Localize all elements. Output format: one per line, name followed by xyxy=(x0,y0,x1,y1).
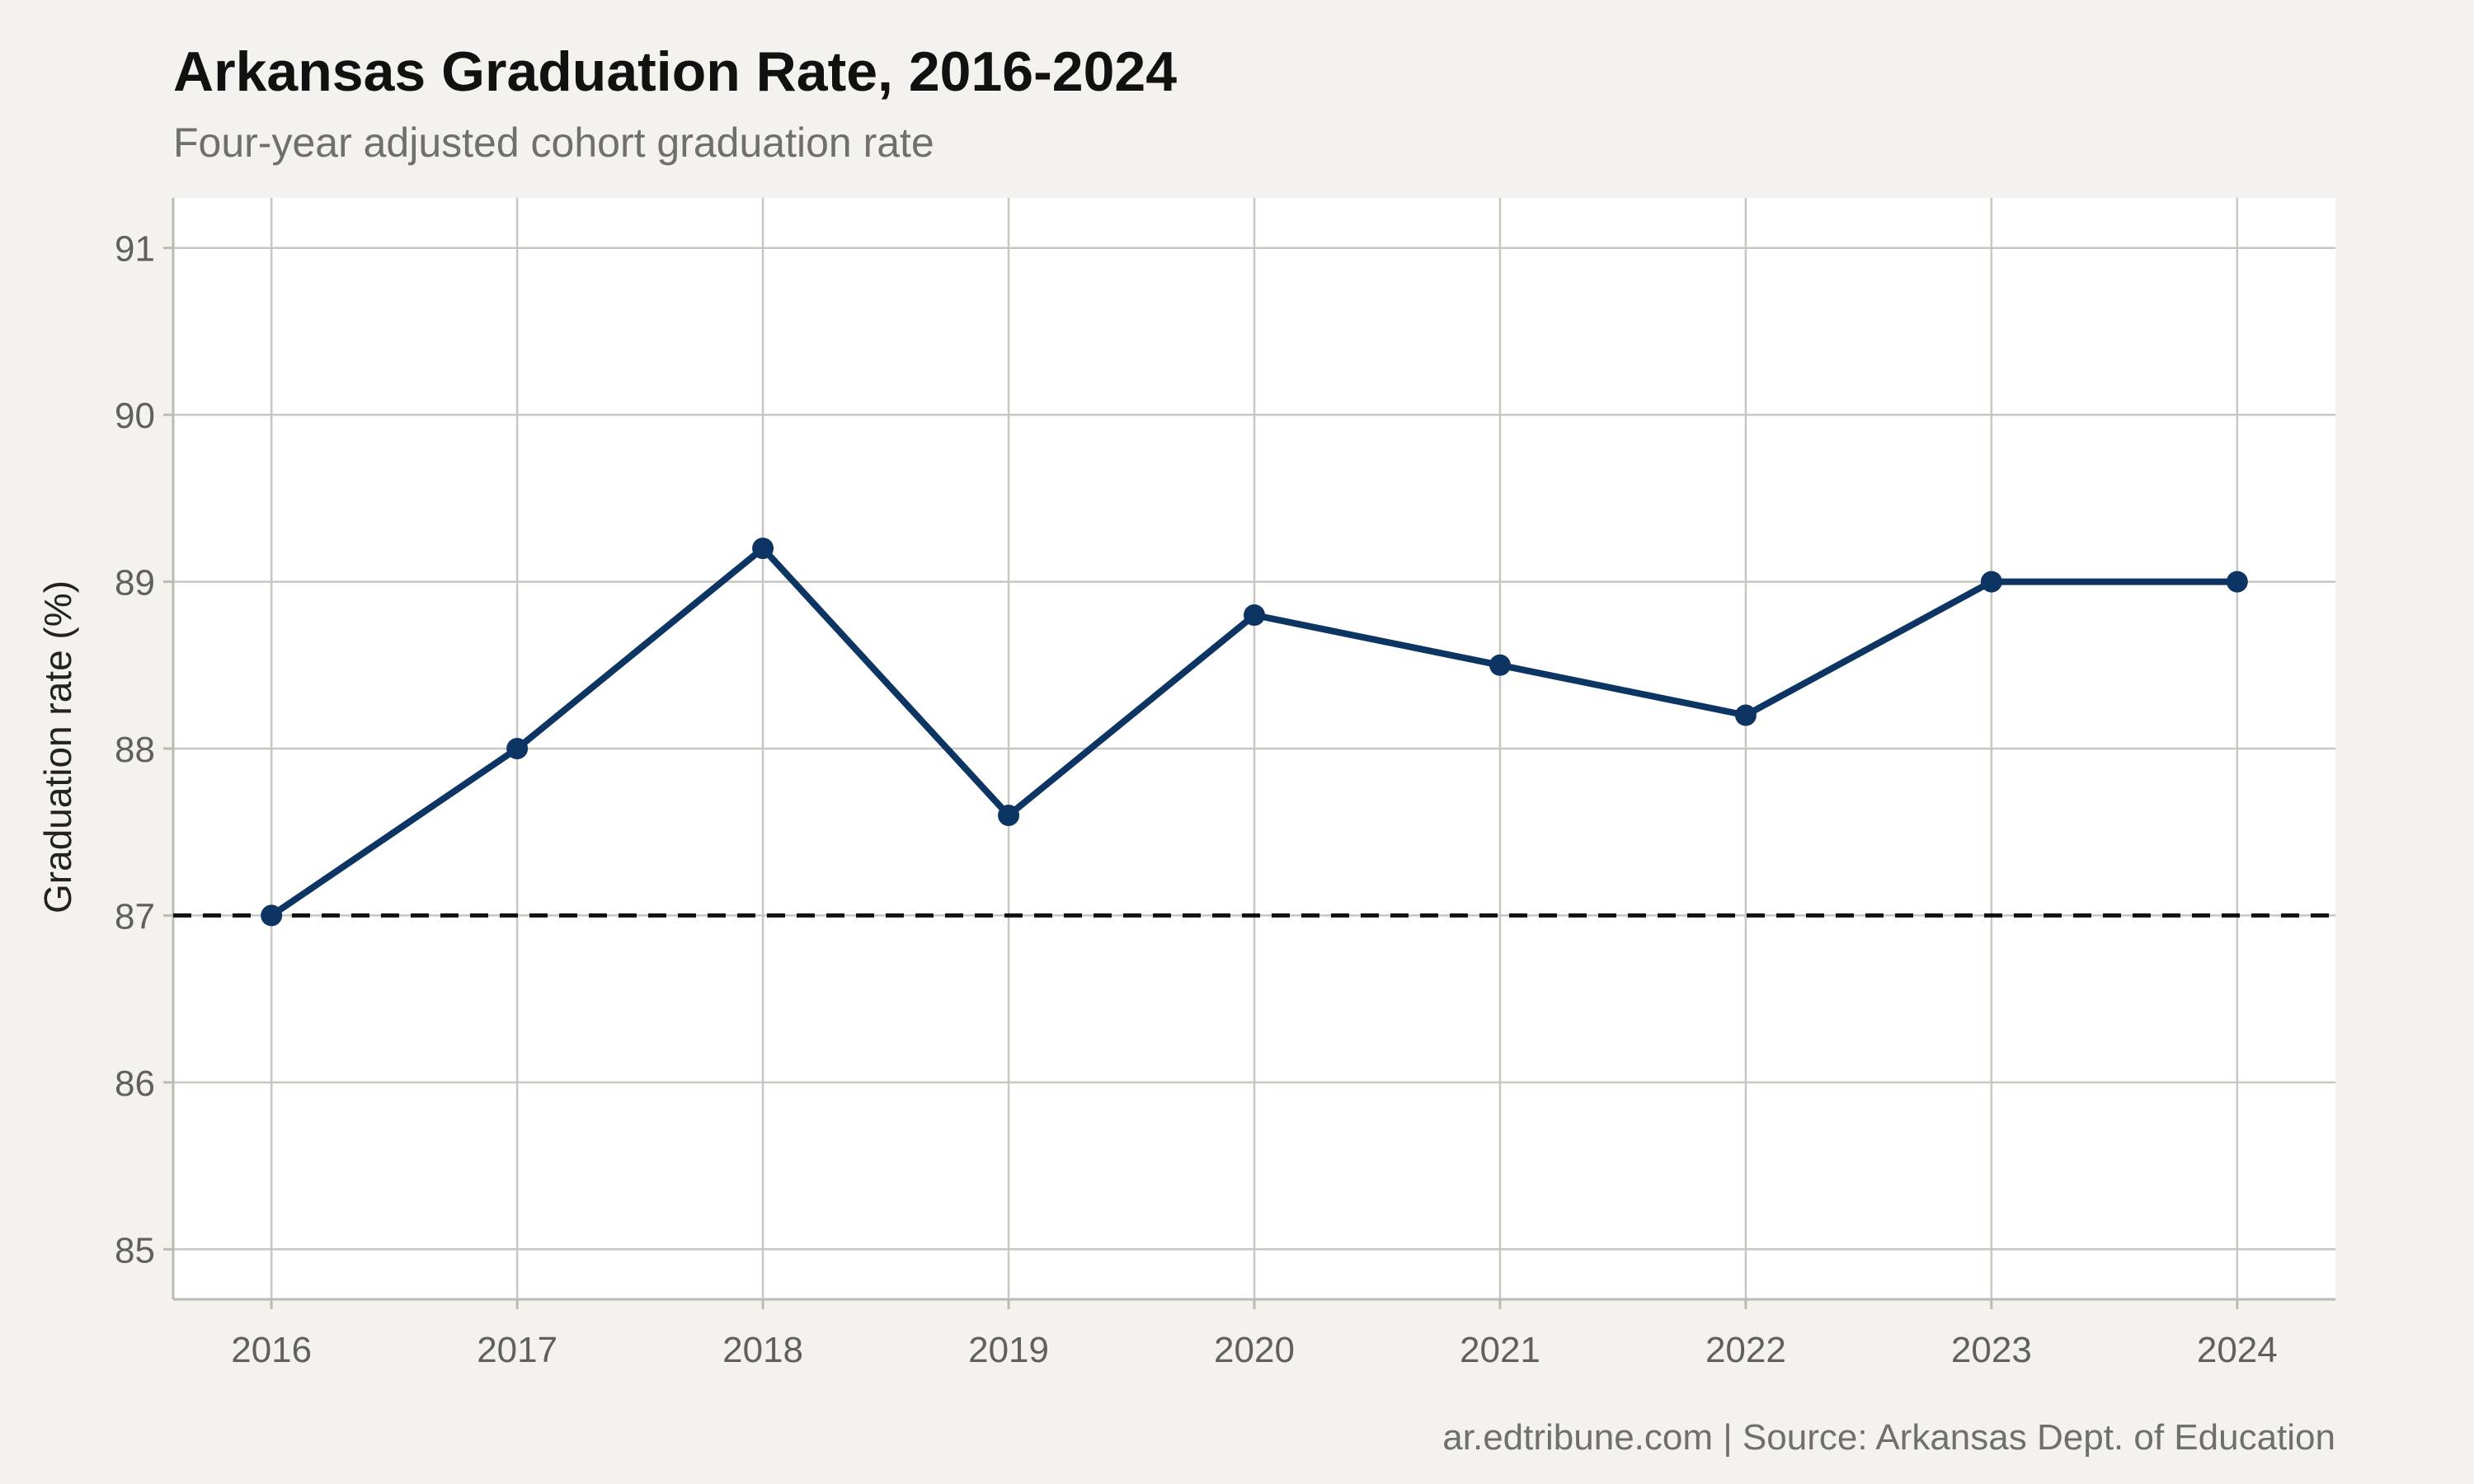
chart-subtitle: Four-year adjusted cohort graduation rat… xyxy=(173,120,934,166)
x-tick-label: 2021 xyxy=(1460,1330,1540,1370)
x-tick-label: 2017 xyxy=(477,1330,557,1370)
x-tick-label: 2024 xyxy=(2197,1330,2278,1370)
data-point xyxy=(1244,604,1265,627)
x-tick-label: 2019 xyxy=(968,1330,1049,1370)
x-tick-labels: 2016 2017 2018 2019 2020 2021 2022 2023 2024 xyxy=(231,1330,2278,1370)
y-tick-label: 89 xyxy=(115,563,155,603)
y-tick-label: 86 xyxy=(115,1064,155,1104)
data-point xyxy=(1980,571,2002,593)
x-tick-label: 2016 xyxy=(231,1330,312,1370)
y-tick-labels: 85 86 87 88 89 90 91 xyxy=(115,229,155,1271)
data-point xyxy=(1734,704,1757,726)
x-tick-label: 2018 xyxy=(722,1330,803,1370)
data-point xyxy=(261,904,283,927)
chart-caption: ar.edtribune.com | Source: Arkansas Dept… xyxy=(1442,1417,2335,1458)
data-point xyxy=(998,804,1020,826)
data-point xyxy=(2226,571,2248,593)
y-tick-label: 85 xyxy=(115,1230,155,1270)
data-point xyxy=(1489,654,1511,676)
y-tick-label: 91 xyxy=(115,229,155,270)
y-tick-label: 88 xyxy=(115,730,155,770)
x-tick-label: 2020 xyxy=(1214,1330,1295,1370)
data-point xyxy=(752,538,774,560)
data-point xyxy=(506,738,529,759)
y-tick-label: 90 xyxy=(115,396,155,436)
series-group xyxy=(261,538,2248,927)
chart-title: Arkansas Graduation Rate, 2016-2024 xyxy=(173,40,1177,103)
x-tick-label: 2023 xyxy=(1951,1330,2032,1370)
y-axis-label: Graduation rate (%) xyxy=(36,580,79,913)
x-tick-label: 2022 xyxy=(1705,1330,1786,1370)
axes xyxy=(163,198,2335,1309)
y-tick-label: 87 xyxy=(115,896,155,937)
